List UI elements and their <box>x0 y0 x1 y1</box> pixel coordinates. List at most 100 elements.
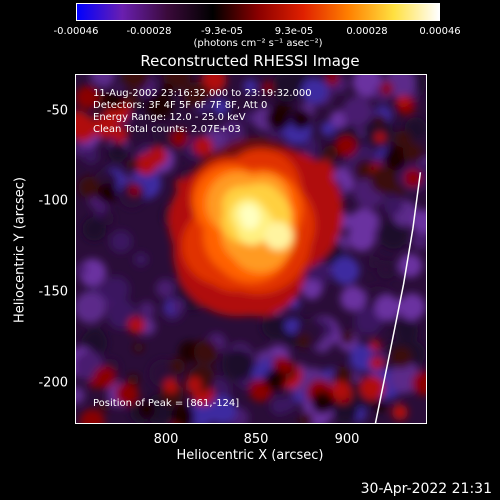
heatmap-cell <box>93 115 118 140</box>
heatmap-cell <box>390 346 413 369</box>
heatmap-cell <box>125 91 141 107</box>
heatmap-cell <box>82 147 99 164</box>
heatmap-cell <box>311 391 334 414</box>
plot-title: Reconstructed RHESSI Image <box>140 52 360 70</box>
x-tick-label: 800 <box>153 432 179 447</box>
colorbar-tick: -0.00046 <box>53 26 99 37</box>
heatmap-cell <box>323 145 339 160</box>
heatmap-cell <box>82 217 106 241</box>
heatmap <box>76 75 426 423</box>
heatmap-cell <box>78 258 107 287</box>
heatmap-cell <box>301 279 322 300</box>
heatmap-cell <box>398 253 423 278</box>
heatmap-cell <box>368 256 381 269</box>
heatmap-cell <box>76 110 90 133</box>
heatmap-cell <box>138 401 156 419</box>
heatmap-cell <box>146 92 173 119</box>
heatmap-cell <box>133 342 144 353</box>
heatmap-cell <box>331 256 360 285</box>
heatmap-cell <box>76 291 106 324</box>
y-axis-label: Heliocentric Y (arcsec) <box>12 177 28 323</box>
heatmap-cell <box>188 400 215 423</box>
heatmap-cell <box>284 318 300 334</box>
heatmap-cell <box>271 75 302 102</box>
heatmap-cell <box>115 382 139 406</box>
heatmap-cell <box>193 339 218 365</box>
heatmap-cell <box>380 81 394 95</box>
heatmap-cell <box>340 285 366 312</box>
heatmap-cell <box>393 184 406 197</box>
heatmap-cell <box>155 279 175 298</box>
heatmap-cell <box>403 168 423 188</box>
heatmap-cell <box>99 399 112 412</box>
heatmap-cell <box>212 98 229 116</box>
heatmap-cell <box>97 182 118 204</box>
heatmap-cell <box>411 370 426 396</box>
heatmap-cell <box>171 404 195 423</box>
heatmap-cell <box>363 117 393 147</box>
heatmap-cell <box>335 135 357 157</box>
heatmap-cell <box>76 386 85 405</box>
heatmap-cell <box>342 96 373 127</box>
colorbar <box>76 3 440 21</box>
heatmap-cell <box>398 293 426 321</box>
heatmap-cell <box>373 113 387 127</box>
heatmap-cell <box>151 122 172 143</box>
heatmap-cell <box>262 81 273 93</box>
heatmap-cell <box>383 195 403 215</box>
heatmap-cell <box>359 375 385 401</box>
heatmap-cell <box>170 129 189 148</box>
heatmap-cell <box>148 146 167 166</box>
heatmap-cell <box>411 232 426 250</box>
heatmap-cell <box>306 138 319 151</box>
info-time: 11-Aug-2002 23:16:32.000 to 23:19:32.000 <box>93 88 312 99</box>
heatmap-cell <box>331 381 350 400</box>
heatmap-cell <box>133 252 148 267</box>
heatmap-cell <box>354 307 383 336</box>
heatmap-cell <box>324 75 339 86</box>
heatmap-cell <box>299 412 313 423</box>
heatmap-cell <box>169 358 186 375</box>
colorbar-tick: -0.00028 <box>126 26 172 37</box>
heatmap-cell <box>193 136 213 157</box>
heatmap-cell <box>291 109 312 130</box>
heatmap-cell <box>296 333 311 348</box>
heatmap-cell <box>374 132 386 143</box>
info-clean: Clean Total counts: 2.07E+03 <box>93 124 241 135</box>
y-tick-label: -50 <box>46 103 68 119</box>
heatmap-cell <box>347 223 376 252</box>
heatmap-cell <box>395 319 419 343</box>
heatmap-cell <box>104 89 125 111</box>
heatmap-cell <box>320 121 336 137</box>
heatmap-cell <box>374 401 386 413</box>
heatmap-cell <box>385 75 416 98</box>
heatmap-cell <box>378 262 394 278</box>
info-detectors: Detectors: 3F 4F 5F 6F 7F 8F, Att 0 <box>93 100 268 111</box>
x-tick-label: 850 <box>243 432 269 447</box>
heatmap-cell <box>93 366 117 390</box>
heatmap-cell <box>162 83 174 95</box>
heatmap-cell <box>127 373 139 386</box>
heatmap-cell <box>369 339 381 351</box>
heatmap-cell <box>349 344 377 372</box>
heatmap-cell <box>279 360 293 374</box>
heatmap-cell <box>394 130 412 149</box>
colorbar-tick: 0.00046 <box>419 26 461 37</box>
timestamp: 30-Apr-2022 21:31 <box>360 481 492 497</box>
y-tick-label: -200 <box>38 375 68 391</box>
heatmap-cell <box>138 301 156 319</box>
heatmap-cell <box>243 79 258 94</box>
solar-limb-curve <box>374 172 422 423</box>
heatmap-cell <box>109 230 133 253</box>
heatmap-cell <box>242 110 256 125</box>
info-energy: Energy Range: 12.0 - 25.0 keV <box>93 112 246 123</box>
heatmap-cell <box>126 159 139 172</box>
heatmap-cell <box>370 166 398 194</box>
heatmap-cell <box>183 81 211 110</box>
heatmap-cell <box>396 95 410 108</box>
heatmap-cell <box>85 327 105 348</box>
heatmap-cell <box>171 298 185 313</box>
heatmap-cell <box>374 295 401 321</box>
heatmap-cell <box>301 77 328 104</box>
heatmap-cell <box>340 330 355 345</box>
